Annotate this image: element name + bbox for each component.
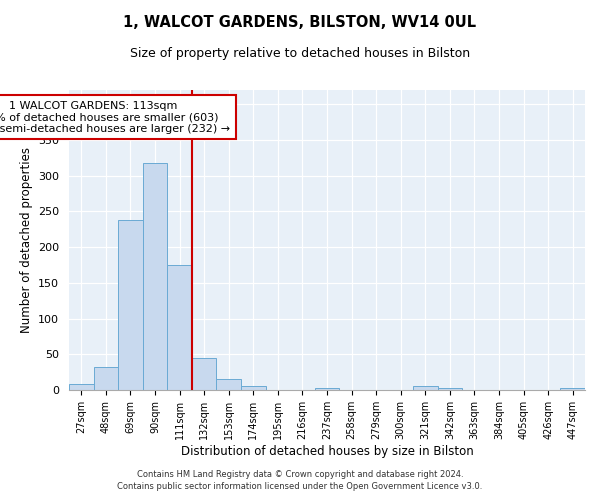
Y-axis label: Number of detached properties: Number of detached properties: [20, 147, 32, 333]
Bar: [94, 367, 118, 390]
Bar: [217, 378, 241, 390]
Bar: [437, 388, 462, 390]
Bar: [315, 388, 339, 390]
Text: 1, WALCOT GARDENS, BILSTON, WV14 0UL: 1, WALCOT GARDENS, BILSTON, WV14 0UL: [124, 15, 476, 30]
Bar: [143, 163, 167, 390]
Bar: [413, 386, 437, 390]
Bar: [192, 358, 217, 390]
Bar: [560, 388, 585, 390]
Bar: [118, 220, 143, 390]
Text: Contains public sector information licensed under the Open Government Licence v3: Contains public sector information licen…: [118, 482, 482, 491]
Bar: [167, 265, 192, 390]
X-axis label: Distribution of detached houses by size in Bilston: Distribution of detached houses by size …: [181, 444, 473, 458]
Text: Contains HM Land Registry data © Crown copyright and database right 2024.: Contains HM Land Registry data © Crown c…: [137, 470, 463, 479]
Text: Size of property relative to detached houses in Bilston: Size of property relative to detached ho…: [130, 48, 470, 60]
Bar: [241, 386, 266, 390]
Bar: [69, 384, 94, 390]
Text: 1 WALCOT GARDENS: 113sqm
← 72% of detached houses are smaller (603)
28% of semi-: 1 WALCOT GARDENS: 113sqm ← 72% of detach…: [0, 100, 230, 134]
